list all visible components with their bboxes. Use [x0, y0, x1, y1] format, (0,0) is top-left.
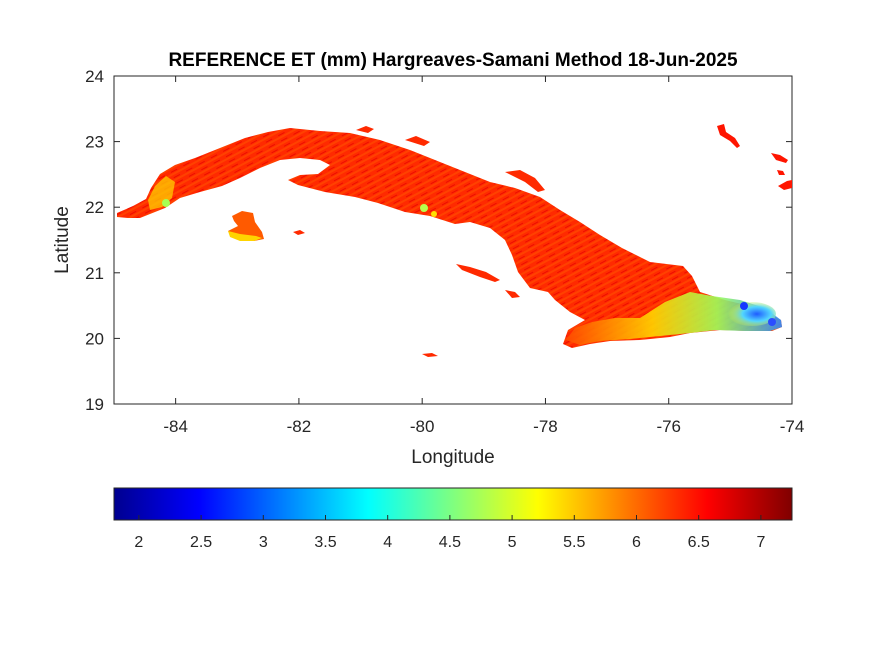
x-axis-label: Longitude	[411, 447, 494, 468]
central-spot	[420, 204, 428, 212]
main-island	[117, 128, 782, 348]
southern-cays	[456, 264, 500, 282]
y-tick-label: 20	[85, 329, 104, 348]
colorbar-ticks: 2 2.5 3 3.5 4 4.5 5 5.5 6 6.5 7	[134, 515, 765, 551]
western-tip	[148, 176, 175, 210]
colorbar-tick-label: 4.5	[439, 534, 461, 551]
colorbar-tick-label: 3	[259, 534, 268, 551]
bahamas-fragment-2	[771, 153, 788, 163]
y-tick-label: 23	[85, 133, 104, 152]
x-tick-label: -78	[533, 417, 558, 436]
isla-south-band	[228, 231, 262, 241]
y-tick-label: 19	[85, 395, 104, 414]
x-tick-label: -76	[656, 417, 681, 436]
chart-title: REFERENCE ET (mm) Hargreaves-Samani Meth…	[168, 50, 738, 71]
colorbar-tick-label: 2.5	[190, 534, 212, 551]
y-tick-label: 24	[85, 67, 104, 86]
bahamas-fragment	[717, 124, 740, 148]
y-tick-label: 22	[85, 198, 104, 217]
bahamas-fragment-4	[778, 180, 792, 190]
x-tick-label: -80	[410, 417, 435, 436]
bahamas-fragment-3	[777, 170, 785, 175]
colorbar-tick-label: 6.5	[688, 534, 710, 551]
plot-area	[113, 75, 793, 405]
colorbar-tick-label: 2	[134, 534, 143, 551]
eastern-tip-core	[740, 302, 748, 310]
x-axis: -84 -82 -80 -78 -76 -74	[163, 76, 804, 436]
y-axis: 19 20 21 22 23 24	[85, 67, 792, 414]
southern-cays-3	[422, 353, 438, 357]
colorbar-tick-label: 5.5	[563, 534, 585, 551]
y-axis-label: Latitude	[52, 206, 73, 274]
colorbar-tick-label: 3.5	[314, 534, 336, 551]
southern-cays-2	[505, 290, 520, 298]
central-spot-2	[431, 211, 437, 217]
colorbar	[113, 487, 793, 521]
x-tick-label: -84	[163, 417, 188, 436]
map-layer	[117, 124, 792, 357]
northern-cays-3	[505, 170, 545, 192]
y-tick-label: 21	[85, 264, 104, 283]
colorbar-tick-label: 6	[632, 534, 641, 551]
southeast-coast	[566, 292, 782, 345]
southern-cays-4	[293, 230, 305, 235]
northern-cays-2	[405, 136, 430, 146]
eastern-tip	[728, 302, 776, 326]
colorbar-tick-label: 5	[508, 534, 517, 551]
colorbar-tick-label: 4	[383, 534, 392, 551]
x-tick-label: -82	[287, 417, 312, 436]
eastern-tip-core-2	[768, 318, 776, 326]
colorbar-tick-label: 7	[756, 534, 765, 551]
northern-cays	[356, 126, 374, 133]
western-tip-spot	[162, 199, 170, 207]
x-tick-label: -74	[780, 417, 805, 436]
